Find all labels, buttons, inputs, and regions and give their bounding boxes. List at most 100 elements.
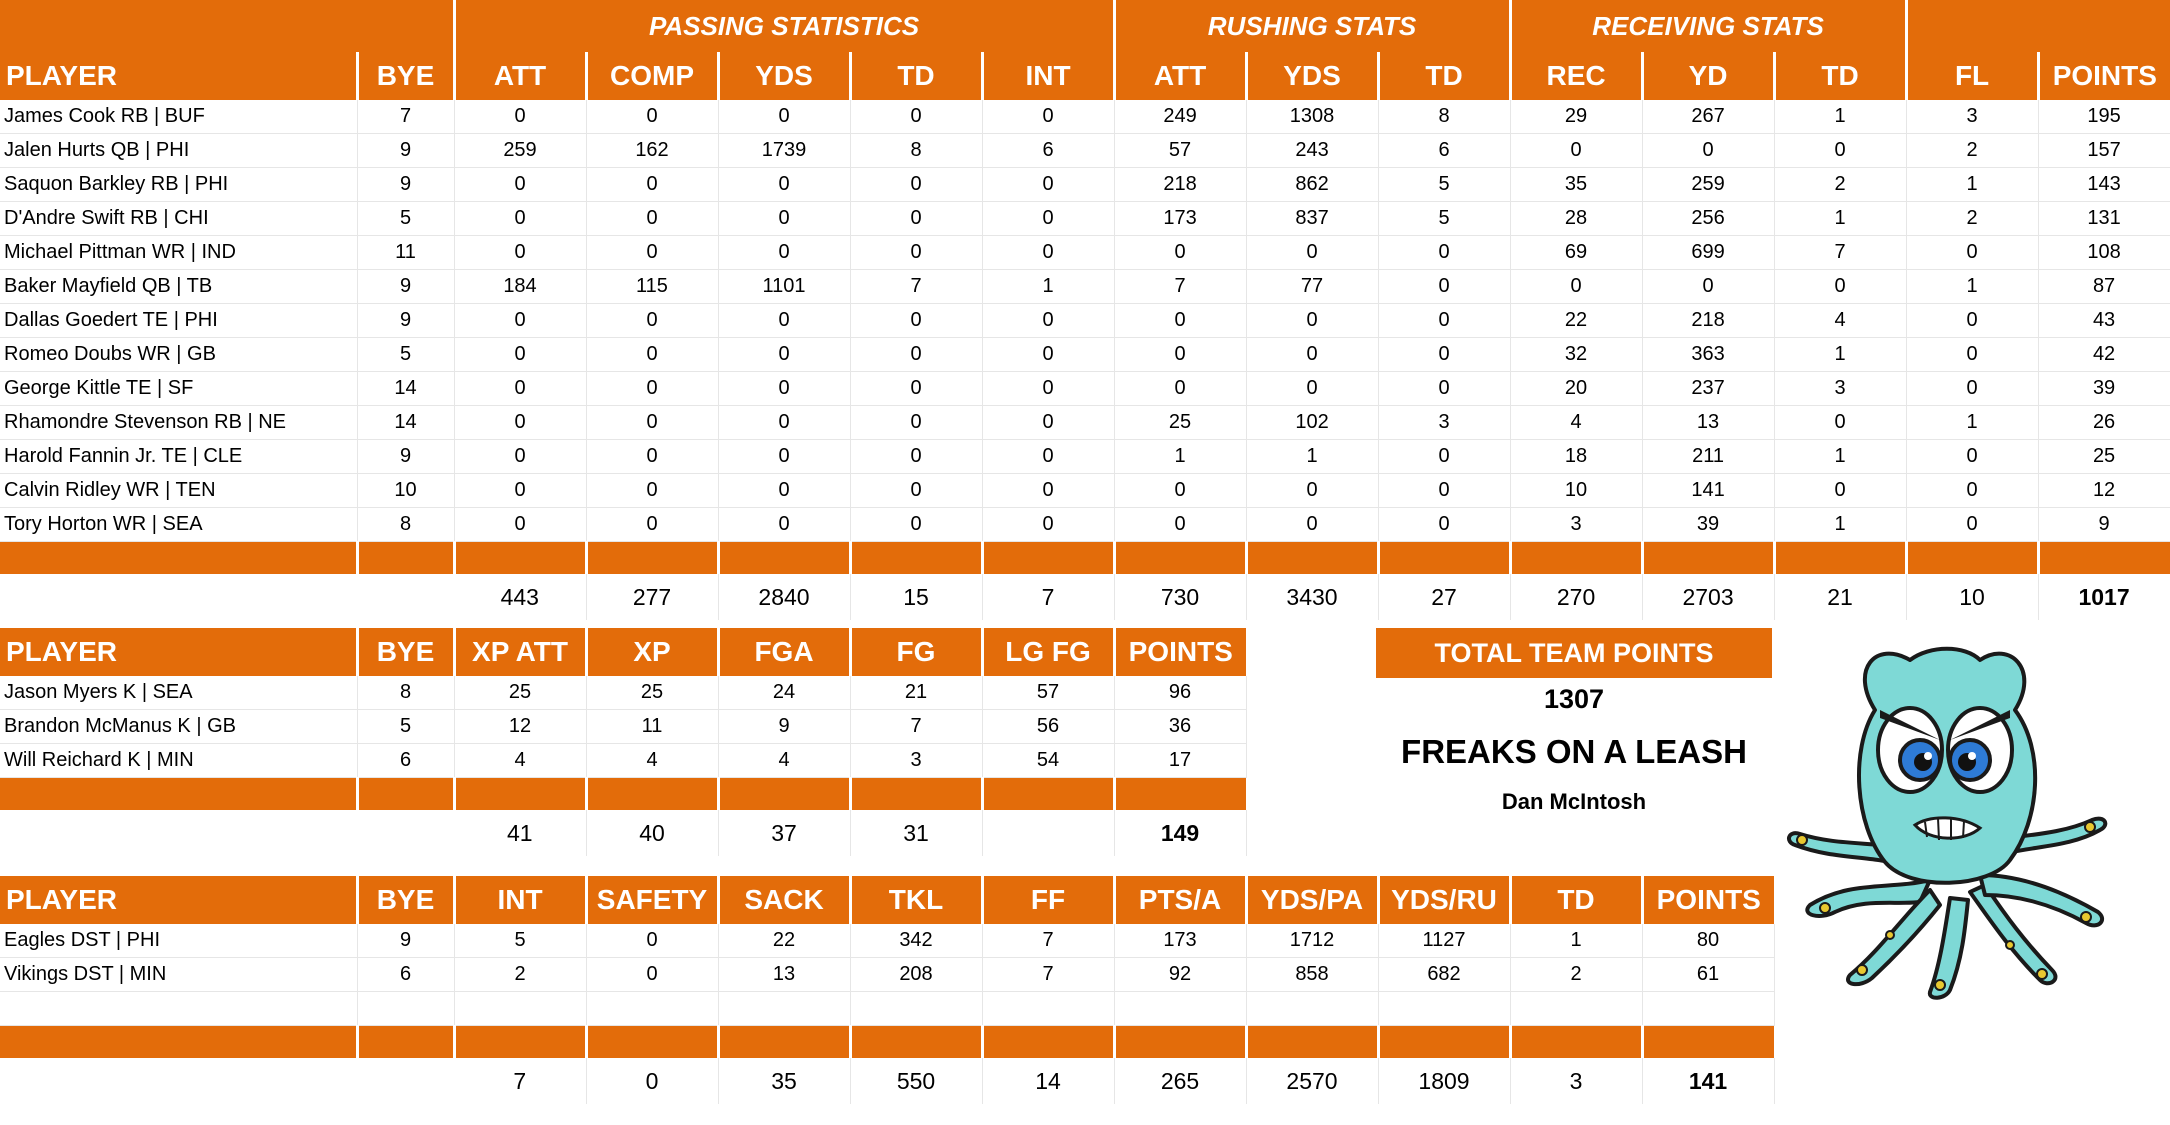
stat-cell: 0 (1906, 439, 2039, 474)
stat-cell: 0 (1774, 473, 1907, 508)
stat-cell: 6 (357, 957, 455, 992)
stat-cell: 69 (1510, 235, 1643, 270)
player-name-cell: Rhamondre Stevenson RB | NE (0, 405, 358, 440)
stat-cell: 9 (357, 439, 455, 474)
player-name-cell: Dallas Goedert TE | PHI (0, 303, 358, 338)
stat-cell: 208 (850, 957, 983, 992)
stat-cell: 96 (1114, 676, 1247, 710)
separator-bar (0, 541, 2170, 574)
stat-cell: 2 (1510, 957, 1643, 992)
stat-cell: 0 (982, 167, 1115, 202)
stat-cell: 17 (1114, 743, 1247, 778)
table-row: Brandon McManus K | GB 5 12 11 9 7 56 36 (0, 709, 1247, 744)
total-cell: 2570 (1246, 1058, 1379, 1104)
total-cell: 443 (454, 574, 587, 620)
stat-cell: 0 (454, 167, 587, 202)
stat-cell: 0 (850, 371, 983, 406)
separator-bar-cell (1244, 1025, 1378, 1058)
stat-cell: 1 (1774, 100, 1907, 134)
stat-cell: 0 (1246, 473, 1379, 508)
stat-cell: 0 (718, 235, 851, 270)
separator-bar-cell (1112, 1025, 1246, 1058)
stat-cell (586, 991, 719, 1026)
stat-cell: 0 (850, 100, 983, 134)
stat-cell: 143 (2038, 167, 2170, 202)
stat-cell: 80 (1642, 924, 1775, 958)
totals-row: 41 40 37 31 149 (0, 810, 1247, 856)
stat-cell: 0 (1114, 473, 1247, 508)
stat-cell: 3 (850, 743, 983, 778)
totals-row: 443 277 2840 15 7 730 3430 27 270 2703 21 10 1017 (0, 574, 2170, 620)
kicker_table-col-4-fga: FGA (716, 628, 850, 676)
stat-cell: 12 (454, 709, 587, 744)
kicker-column-header-row: PLAYER BYE XP ATT XP FGA FG LG FG POINTS (0, 628, 1246, 676)
player-name-cell: Eagles DST | PHI (0, 924, 358, 958)
stat-cell: 9 (357, 133, 455, 168)
stat-cell: 0 (718, 507, 851, 542)
defense_table-col-1-bye: BYE (355, 876, 454, 924)
stat-cell (454, 991, 587, 1026)
stat-cell: 0 (1642, 133, 1775, 168)
kicker_table-col-0-player: PLAYER (0, 628, 357, 676)
stat-cell: 9 (357, 269, 455, 304)
team-name: FREAKS ON A LEASH (1401, 733, 1747, 770)
kicker_table-col-1-bye: BYE (355, 628, 454, 676)
stat-cell: 0 (718, 439, 851, 474)
stat-cell: 11 (586, 709, 719, 744)
stat-cell: 0 (586, 439, 719, 474)
stat-cell: 28 (1510, 201, 1643, 236)
stat-cell: 1127 (1378, 924, 1511, 958)
main_table-col-11-yd: YD (1640, 52, 1775, 100)
player-name-cell: Michael Pittman WR | IND (0, 235, 358, 270)
stat-cell: 0 (454, 100, 587, 134)
stat-cell: 0 (1246, 371, 1379, 406)
total-cell: 31 (850, 810, 983, 856)
kicker_table-col-3-xp: XP (584, 628, 718, 676)
stat-cell: 0 (718, 167, 851, 202)
stat-cell: 7 (850, 709, 983, 744)
stat-cell: 0 (1246, 303, 1379, 338)
separator-bar-cell (1904, 541, 2039, 574)
player-name-cell: Saquon Barkley RB | PHI (0, 167, 358, 202)
stat-cell: 256 (1642, 201, 1775, 236)
stat-cell: 0 (1906, 235, 2039, 270)
separator-bar-cell (0, 541, 357, 574)
stat-cell: 9 (718, 709, 851, 744)
table-row: Eagles DST | PHI 9 5 0 22 342 7 173 1712 1127 1 80 (0, 924, 1775, 958)
stat-cell: 0 (1774, 405, 1907, 440)
stat-cell: 0 (718, 201, 851, 236)
player-name-cell: Baker Mayfield QB | TB (0, 269, 358, 304)
stat-cell: 61 (1642, 957, 1775, 992)
total-cell (982, 810, 1115, 856)
stat-cell: 25 (2038, 439, 2170, 474)
stat-cell: 0 (586, 473, 719, 508)
stat-cell: 5 (1378, 201, 1511, 236)
total-cell: 40 (586, 810, 719, 856)
stat-cell: 8 (357, 507, 455, 542)
stat-cell: 0 (1246, 337, 1379, 372)
player-name-cell: George Kittle TE | SF (0, 371, 358, 406)
stat-cell: 259 (1642, 167, 1775, 202)
stat-cell: 4 (586, 743, 719, 778)
stat-cell: 13 (1642, 405, 1775, 440)
stat-cell: 267 (1642, 100, 1775, 134)
kicker_table-col-5-fg: FG (848, 628, 982, 676)
stat-cell: 0 (982, 201, 1115, 236)
group-header-passing: PASSING STATISTICS (452, 0, 1115, 52)
stat-cell: 1 (1510, 924, 1643, 958)
stat-cell: 0 (1510, 269, 1643, 304)
stat-cell: 1 (1774, 507, 1907, 542)
separator-bar-cell (584, 1025, 718, 1058)
stat-cell: 0 (454, 337, 587, 372)
stat-cell: 7 (357, 100, 455, 134)
stat-cell: 218 (1114, 167, 1247, 202)
stat-cell: 20 (1510, 371, 1643, 406)
stat-cell: 7 (982, 924, 1115, 958)
stat-cell: 363 (1642, 337, 1775, 372)
total-points-cell: 1017 (2038, 574, 2170, 620)
table-row: Will Reichard K | MIN 6 4 4 4 3 54 17 (0, 743, 1247, 778)
stat-cell: 0 (586, 507, 719, 542)
stat-cell: 173 (1114, 201, 1247, 236)
stat-cell: 0 (1906, 507, 2039, 542)
player-name-cell: Romeo Doubs WR | GB (0, 337, 358, 372)
